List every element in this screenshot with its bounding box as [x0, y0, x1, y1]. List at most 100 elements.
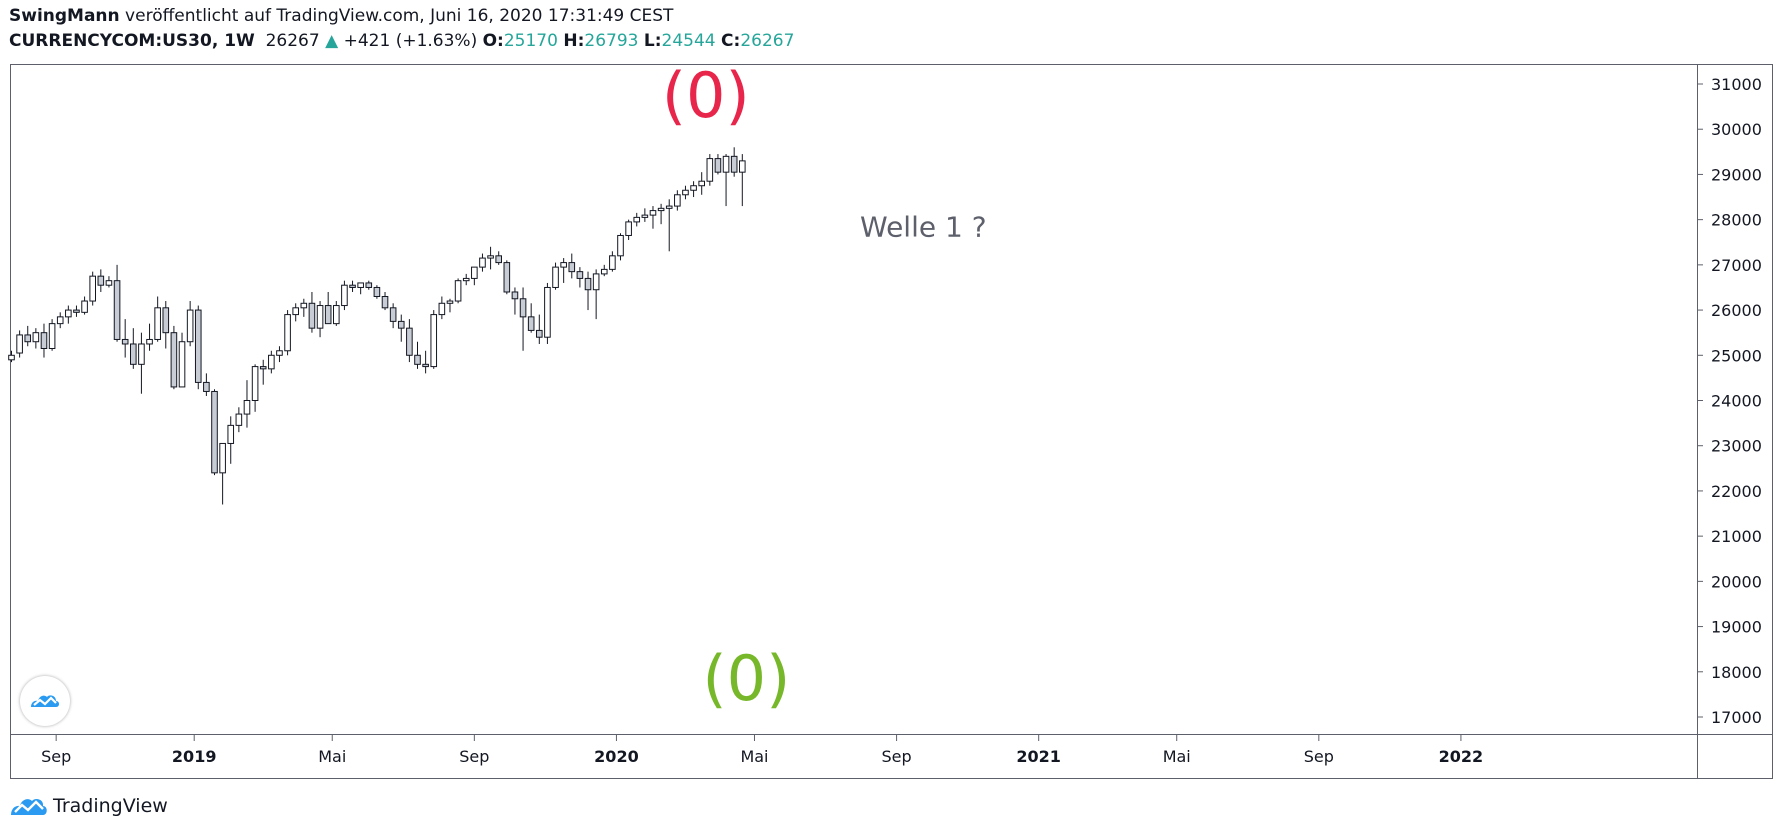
candle	[536, 314, 543, 344]
candle	[97, 269, 105, 292]
candle-body	[138, 343, 145, 365]
candle	[316, 301, 324, 338]
candle-body	[373, 286, 381, 298]
brand-footer[interactable]: TradingView	[9, 794, 168, 818]
high-label: H:	[563, 31, 585, 51]
price-tick-label: 17000	[1711, 708, 1762, 727]
candle	[292, 303, 299, 322]
candle-body	[97, 275, 105, 286]
candle-body	[259, 366, 267, 370]
candle	[511, 287, 519, 315]
candle	[706, 154, 714, 186]
candle-body	[617, 234, 624, 257]
candle	[479, 253, 486, 272]
candle	[487, 246, 494, 270]
price-tick-label: 28000	[1711, 211, 1762, 230]
candle-body	[130, 343, 137, 365]
candle-body	[600, 268, 608, 275]
candle	[454, 278, 462, 304]
candle	[16, 330, 23, 358]
price-tick-label: 27000	[1711, 256, 1762, 275]
candle	[251, 364, 259, 412]
candle	[333, 301, 340, 326]
candle	[300, 298, 308, 317]
candle-body	[438, 302, 446, 316]
candle	[357, 282, 364, 295]
candle	[722, 154, 730, 207]
candle-body	[674, 194, 681, 207]
candle	[56, 312, 64, 329]
candle-body	[300, 302, 308, 309]
candle-body	[527, 316, 535, 331]
candle-body	[73, 309, 80, 313]
candle	[194, 305, 202, 390]
up-arrow-icon: ▲	[325, 31, 339, 51]
candle-body	[381, 296, 389, 309]
published-text: veröffentlicht auf TradingView.com, Juni…	[119, 6, 674, 26]
low-value: 24544	[661, 31, 716, 51]
candle-body	[251, 366, 259, 402]
price-tick-label: 25000	[1711, 346, 1762, 365]
candle	[32, 328, 40, 349]
time-tick-label: Mai	[740, 747, 768, 766]
price-tick-label: 20000	[1711, 572, 1762, 591]
candle	[625, 219, 632, 240]
candle	[81, 296, 88, 315]
candle-body	[584, 277, 592, 291]
candle-body	[89, 275, 97, 302]
candle	[527, 303, 535, 333]
candle-body	[609, 255, 616, 270]
time-tick-label: Mai	[1163, 747, 1191, 766]
candle	[178, 332, 186, 388]
candle-body	[690, 185, 697, 191]
candle-body	[341, 284, 348, 307]
candle-body	[276, 350, 283, 356]
author-name: SwingMann	[9, 6, 120, 26]
candle	[739, 154, 746, 207]
wave-label[interactable]: (0)	[662, 59, 750, 132]
price-axis: 17000 18000 19000 20000 21000 22000 23000 24000…	[1697, 75, 1762, 727]
candle	[397, 314, 405, 342]
candle-body	[292, 307, 299, 316]
price-tick-label: 21000	[1711, 527, 1762, 546]
candle-body	[316, 305, 324, 329]
candle-body	[113, 280, 121, 340]
candle	[308, 291, 316, 333]
high-value: 26793	[584, 31, 639, 51]
candle	[268, 350, 275, 374]
candle	[73, 305, 80, 317]
candle-body	[389, 307, 397, 322]
candle	[243, 380, 251, 428]
symbol-name: CURRENCYCOM:US30, 1W	[9, 31, 255, 51]
candle	[186, 301, 194, 347]
candle-body	[186, 309, 194, 343]
candle	[40, 323, 48, 358]
candle	[406, 319, 413, 363]
candle	[389, 303, 397, 329]
candle-body	[503, 262, 511, 293]
candle	[349, 280, 356, 292]
open-label: O:	[482, 31, 504, 51]
chart-frame	[10, 64, 1773, 779]
candle-body	[154, 307, 161, 340]
candle-body	[105, 280, 113, 286]
candle-body	[121, 338, 129, 345]
candle-body	[422, 363, 429, 368]
candle	[657, 203, 665, 225]
candle	[609, 251, 616, 272]
wave-annotation[interactable]: Welle 1 ?	[860, 211, 987, 244]
candle-body	[649, 210, 657, 216]
candle	[235, 407, 243, 433]
candle-body	[40, 332, 48, 350]
candle-body	[162, 307, 170, 334]
candle	[600, 264, 608, 277]
candle	[665, 199, 673, 252]
candle	[48, 319, 56, 351]
tradingview-brand-icon	[11, 798, 47, 815]
symbol-legend: CURRENCYCOM:US30, 1W 26267 ▲ +421 (+1.63…	[9, 31, 794, 51]
wave-label[interactable]: (0)	[702, 642, 790, 715]
candle-body	[592, 273, 600, 291]
tradingview-logo-button[interactable]	[20, 676, 70, 726]
candle	[698, 172, 706, 195]
